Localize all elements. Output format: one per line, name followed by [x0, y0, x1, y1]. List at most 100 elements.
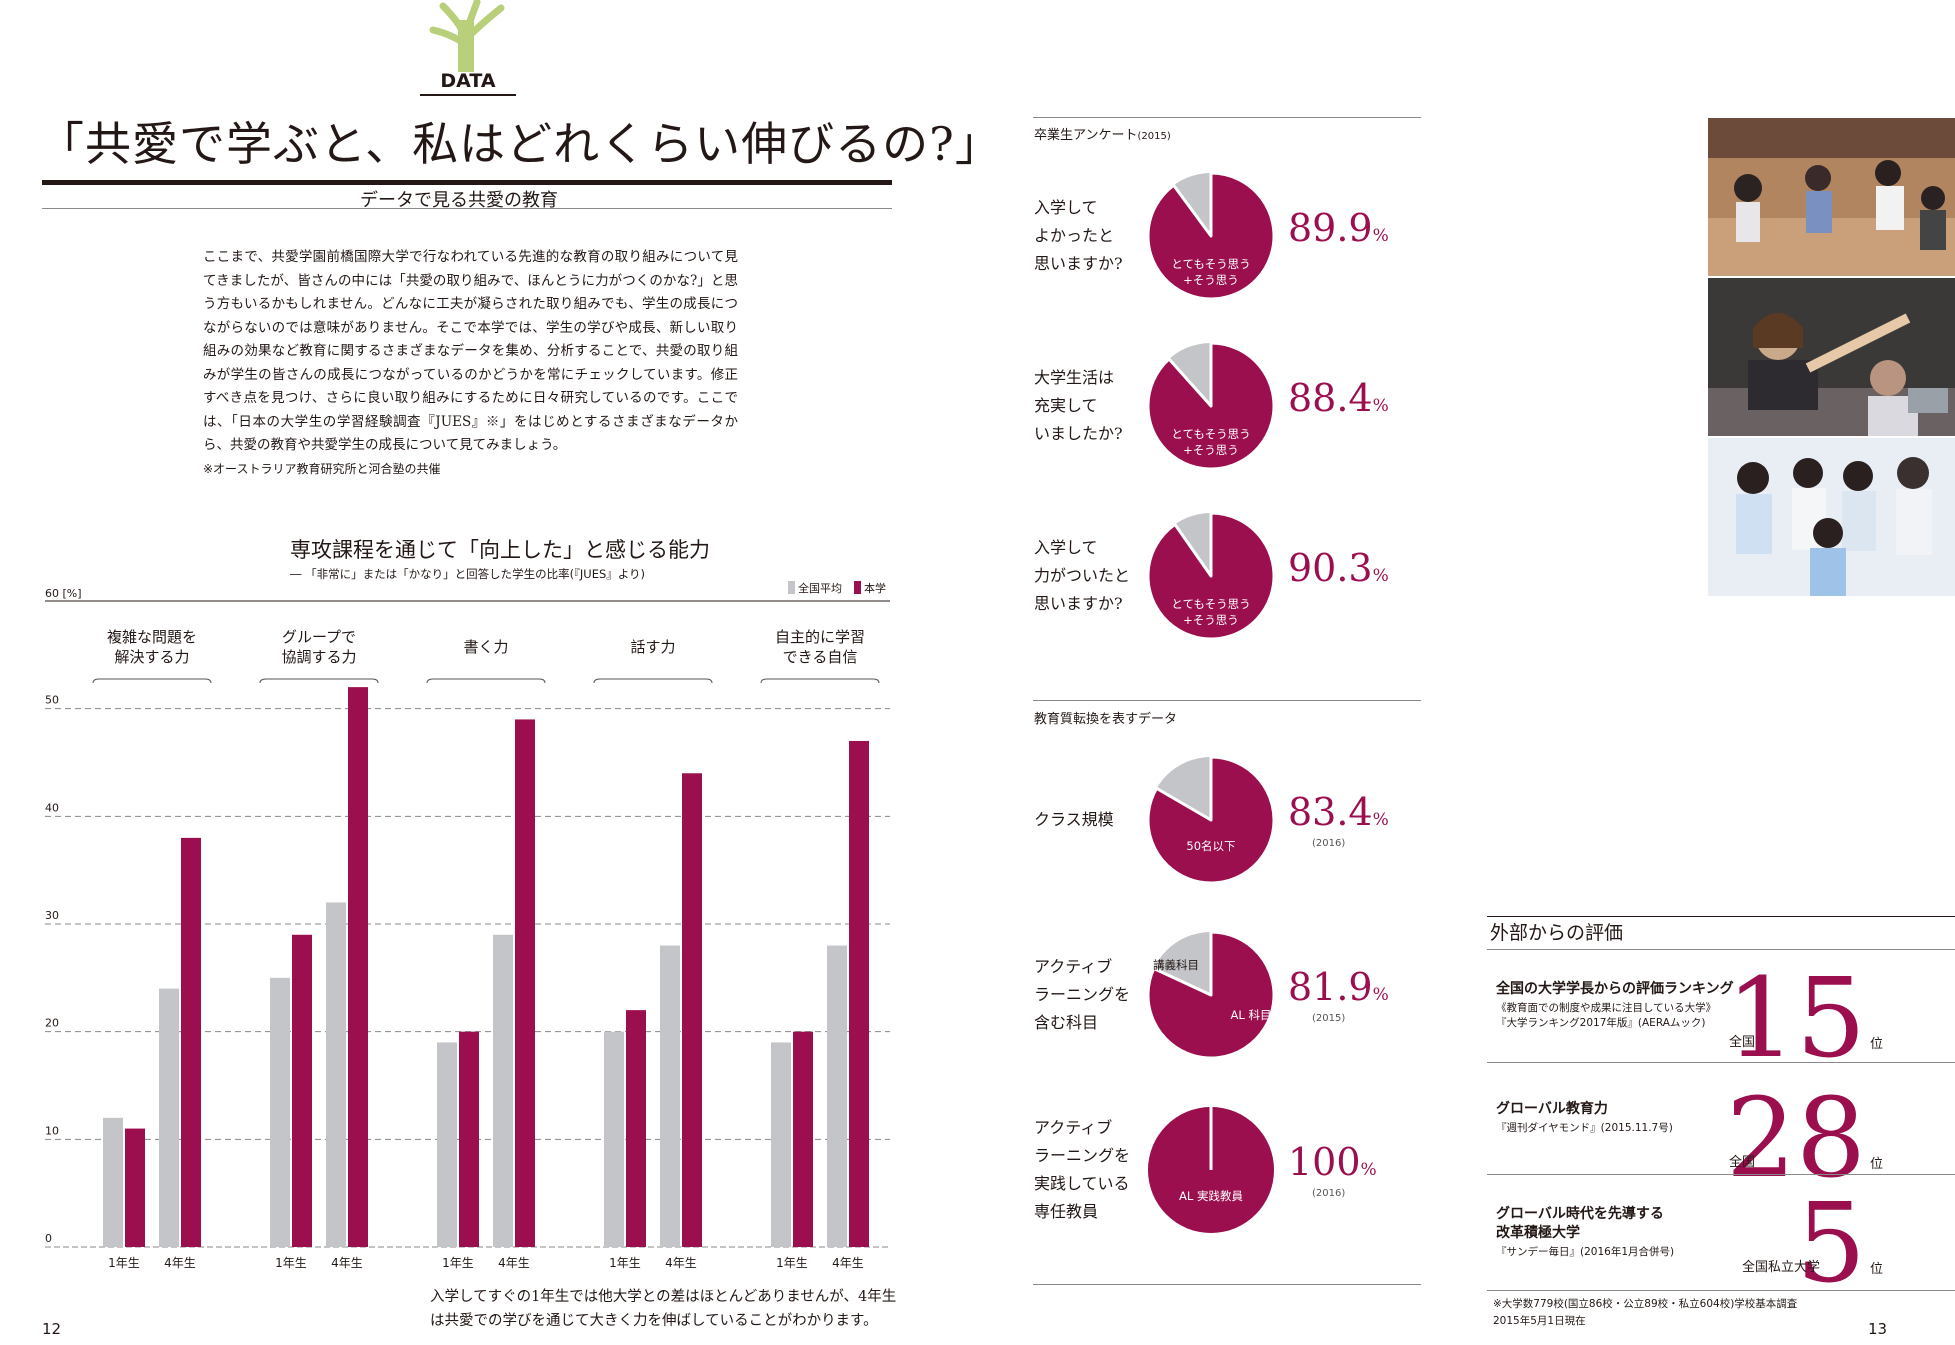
legend-national: 全国平均: [788, 580, 842, 596]
percent-value-survey-3: 90.3: [1288, 546, 1373, 590]
category-bracket-5: [760, 678, 880, 684]
pie-survey-2: [1144, 339, 1278, 473]
eval-bottom-rule: [1487, 1290, 1955, 1291]
percent-edu-1: 83.4%: [1288, 790, 1389, 834]
pie-survey-2-svg: [1146, 341, 1276, 471]
percent-edu-2: 81.9%: [1288, 965, 1389, 1009]
percent-unit-survey-2: %: [1372, 396, 1389, 416]
legend-swatch-national: [788, 581, 795, 594]
eval-title-3: グローバル時代を先導する 改革積極大学: [1496, 1206, 1664, 1241]
pie-label-edu-3: AL 実践教員: [1179, 1189, 1243, 1203]
eval-source-2: 『週刊ダイヤモンド』(2015.11.7号): [1496, 1122, 1673, 1134]
photo-gym-activity: [1708, 118, 1955, 276]
pie-survey-3-svg: [1146, 511, 1276, 641]
pie-survey-3-slice: [1146, 511, 1276, 641]
pie-edu-1-svg: [1146, 755, 1276, 885]
percent-value-edu-1: 83.4: [1288, 790, 1373, 834]
pie-edu-2-slice: [1146, 930, 1276, 1060]
title-rule: [42, 180, 892, 185]
question-edu-1: クラス規模: [1034, 810, 1114, 829]
eval-unit-3: 位: [1870, 1262, 1884, 1277]
x-tick-1-2: 4年生: [164, 1256, 196, 1270]
eval-prefix-2: 全国: [1728, 1155, 1755, 1170]
survey-title-text: 卒業生アンケート: [1034, 128, 1138, 143]
pie-edu-3-svg: [1148, 1107, 1274, 1233]
x-tick-2-1: 1年生: [275, 1256, 307, 1270]
bar-ours-4-year4: [682, 773, 702, 1247]
y-tick-40: 40: [45, 801, 59, 814]
page-number-right: 13: [1868, 1320, 1888, 1338]
bar-national-2-year4: [326, 902, 346, 1247]
x-tick-5-1: 1年生: [776, 1256, 808, 1270]
eval-unit-1: 位: [1870, 1037, 1884, 1052]
eval-source-3: 『サンデー毎日』(2016年1月合併号): [1496, 1246, 1675, 1258]
bar-national-5-year1: [771, 1042, 791, 1247]
y-tick-20: 20: [45, 1017, 59, 1030]
chart-title: 専攻課程を通じて「向上した」と感じる能力: [290, 538, 710, 562]
pie-edu-2: [1144, 928, 1278, 1062]
pie-label-edu-2: AL 科目: [1230, 1008, 1272, 1022]
bar-national-2-year1: [270, 977, 290, 1247]
percent-unit-edu-2: %: [1372, 985, 1389, 1005]
photo-classroom-art: [1708, 278, 1955, 436]
eval-rank-3: 5: [1796, 1179, 1866, 1307]
eval-unit-2: 位: [1870, 1157, 1884, 1172]
legend-swatch-ours: [854, 581, 861, 594]
pie-survey-1-svg: [1146, 171, 1276, 301]
bar-national-3-year1: [437, 1042, 457, 1247]
category-label-5: 自主的に学習 できる自信: [774, 628, 865, 666]
y-tick-50: 50: [45, 694, 59, 707]
chart-caption: 入学してすぐの1年生では他大学との差はほとんどありませんが、4年生は共愛での学び…: [430, 1289, 897, 1329]
survey-title-year: (2015): [1137, 131, 1171, 142]
pie-label-edu-1: 50名以下: [1186, 839, 1236, 853]
pie-survey-2-slice: [1146, 341, 1276, 471]
x-tick-2-2: 4年生: [331, 1256, 363, 1270]
y-tick-0: 0: [45, 1232, 52, 1245]
eval-rank-2: 28: [1726, 1074, 1866, 1202]
bar-ours-3-year4: [515, 719, 535, 1247]
category-label-2: グループで 協調する力: [281, 628, 357, 666]
legend-ours: 本学: [854, 580, 886, 596]
percent-value-survey-2: 88.4: [1288, 376, 1373, 420]
x-tick-3-2: 4年生: [498, 1256, 530, 1270]
percent-value-edu-2: 81.9: [1288, 965, 1373, 1009]
percent-survey-2: 88.4%: [1288, 376, 1389, 420]
photo-gym-art: [1708, 118, 1955, 276]
eval-title-2: グローバル教育力: [1496, 1101, 1608, 1117]
legend-label-ours: 本学: [864, 582, 886, 595]
bar-national-1-year1: [103, 1117, 123, 1247]
bar-national-3-year4: [493, 934, 513, 1247]
edu-top-rule: [1033, 700, 1421, 701]
percent-year-edu-3: (2016): [1312, 1188, 1346, 1199]
page-number-left: 12: [42, 1320, 62, 1338]
category-label-4: 話す力: [630, 638, 676, 656]
percent-survey-1: 89.9%: [1288, 206, 1389, 250]
pie-survey-1-slice: [1146, 171, 1276, 301]
x-tick-4-2: 4年生: [665, 1256, 697, 1270]
percent-unit-edu-3: %: [1360, 1160, 1377, 1180]
eval-prefix-1: 全国: [1728, 1035, 1755, 1050]
photo-group-art: [1708, 438, 1955, 596]
page-subtitle: データで見る共愛の教育: [360, 190, 558, 211]
pie-edu-2-svg: [1146, 930, 1276, 1060]
percent-value-survey-1: 89.9: [1288, 206, 1373, 250]
x-tick-5-2: 4年生: [832, 1256, 864, 1270]
photo-group: [1708, 438, 1955, 596]
bar-national-1-year4: [159, 988, 179, 1247]
bar-ours-5-year4: [849, 740, 869, 1247]
percent-unit-survey-3: %: [1372, 566, 1389, 586]
y-tick-10: 10: [45, 1124, 59, 1137]
category-bracket-2: [259, 678, 379, 684]
survey-title: 卒業生アンケート(2015): [1034, 124, 1171, 143]
bar-ours-3-year1: [459, 1031, 479, 1247]
eval-rule-1: [1487, 1062, 1955, 1063]
x-tick-1-1: 1年生: [108, 1256, 140, 1270]
category-bracket-1: [92, 678, 212, 684]
eval-prefix-3: 全国私立大学: [1741, 1260, 1820, 1275]
question-edu-3: アクティブ ラーニングを 実践している 専任教員: [1034, 1118, 1131, 1221]
percent-unit-survey-1: %: [1372, 226, 1389, 246]
subtitle-rule: [42, 208, 892, 209]
survey-top-rule: [1033, 117, 1421, 118]
eval-source-1: 《教育面での制度や成果に注目している大学》 『大学ランキング2017年版』(AE…: [1496, 1002, 1717, 1029]
eval-title-1: 全国の大学学長からの評価ランキング: [1496, 981, 1734, 997]
